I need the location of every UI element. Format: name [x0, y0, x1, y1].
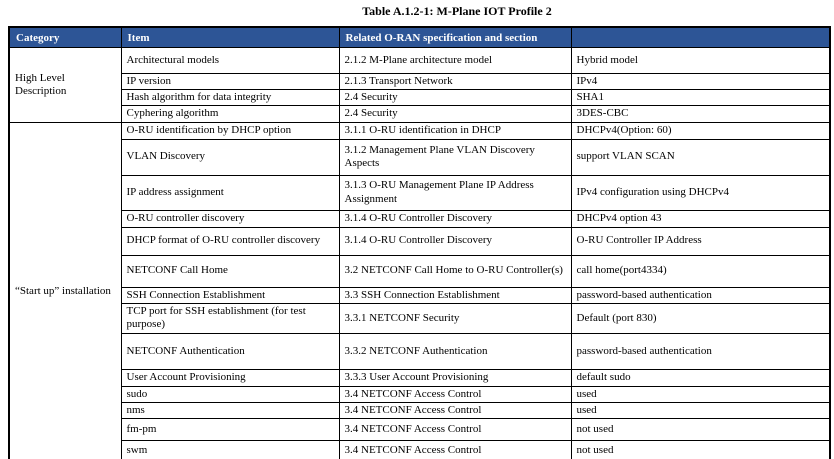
col-header-value	[570, 26, 831, 48]
value-cell: support VLAN SCAN	[570, 138, 831, 176]
spec-cell: 3.4 NETCONF Access Control	[338, 418, 572, 442]
table-row: User Account Provisioning 3.3.3 User Acco…	[9, 368, 831, 387]
spec-cell: 3.4 NETCONF Access Control	[338, 440, 572, 459]
table-body: High Level Description Architectural mode…	[8, 47, 831, 459]
spec-cell: 3.1.4 O-RU Controller Discovery	[338, 226, 572, 256]
table-row: IP version 2.1.3 Transport Network IPv4	[9, 72, 831, 91]
item-cell: VLAN Discovery	[120, 138, 340, 176]
item-cell: NETCONF Authentication	[120, 332, 340, 370]
value-cell: Hybrid model	[570, 47, 831, 74]
category-cell: High Level Description	[8, 47, 122, 123]
table-row: High Level Description Architectural mode…	[8, 47, 831, 123]
item-cell: IP version	[120, 72, 340, 91]
item-cell: O-RU identification by DHCP option	[120, 121, 340, 140]
spec-cell: 3.4 NETCONF Access Control	[338, 401, 572, 420]
value-cell: DHCPv4(Option: 60)	[570, 121, 831, 140]
item-cell: NETCONF Call Home	[120, 254, 340, 288]
item-cell: fm-pm	[120, 418, 340, 442]
spec-cell: 2.1.3 Transport Network	[338, 72, 572, 91]
table-row: fm-pm 3.4 NETCONF Access Control not used	[9, 418, 831, 442]
value-cell: IPv4	[570, 72, 831, 91]
item-cell: Hash algorithm for data integrity	[120, 89, 340, 107]
value-cell: DHCPv4 option 43	[570, 209, 831, 228]
item-cell: Cyphering algorithm	[120, 105, 340, 123]
spec-cell: 3.1.3 O-RU Management Plane IP Address A…	[338, 174, 572, 211]
value-cell: 3DES-CBC	[570, 105, 831, 123]
table-row: IP address assignment 3.1.3 O-RU Manageme…	[9, 174, 831, 211]
table-row: TCP port for SSH establishment (for test…	[9, 302, 831, 334]
table-row: swm 3.4 NETCONF Access Control not used	[9, 440, 831, 459]
table-row: NETCONF Call Home 3.2 NETCONF Call Home t…	[9, 254, 831, 288]
value-cell: password-based authentication	[570, 286, 831, 304]
table-row: VLAN Discovery 3.1.2 Management Plane VLA…	[9, 138, 831, 176]
value-cell: IPv4 configuration using DHCPv4	[570, 174, 831, 211]
value-cell: default sudo	[570, 368, 831, 387]
item-cell: O-RU controller discovery	[120, 209, 340, 228]
value-cell: Default (port 830)	[570, 302, 831, 334]
spec-cell: 3.3 SSH Connection Establishment	[338, 286, 572, 304]
item-cell: IP address assignment	[120, 174, 340, 211]
spec-cell: 2.4 Security	[338, 105, 572, 123]
table-row: sudo 3.4 NETCONF Access Control used	[9, 385, 831, 403]
table-row: DHCP format of O-RU controller discovery…	[9, 226, 831, 256]
spec-cell: 3.1.4 O-RU Controller Discovery	[338, 209, 572, 228]
item-cell: sudo	[120, 385, 340, 403]
table-row: Cyphering algorithm 2.4 Security 3DES-CBC	[9, 105, 831, 123]
value-cell: used	[570, 401, 831, 420]
item-cell: swm	[120, 440, 340, 459]
table-row: nms 3.4 NETCONF Access Control used	[9, 401, 831, 420]
spec-cell: 3.1.2 Management Plane VLAN Discovery As…	[338, 138, 572, 176]
spec-cell: 3.3.1 NETCONF Security	[338, 302, 572, 334]
value-cell: O-RU Controller IP Address	[570, 226, 831, 256]
value-cell: password-based authentication	[570, 332, 831, 370]
value-cell: not used	[570, 418, 831, 442]
value-cell: used	[570, 385, 831, 403]
col-header-category: Category	[8, 26, 122, 48]
spec-cell: 3.3.2 NETCONF Authentication	[338, 332, 572, 370]
value-cell: not used	[570, 440, 831, 459]
table-row: O-RU controller discovery 3.1.4 O-RU Cont…	[9, 209, 831, 228]
item-cell: User Account Provisioning	[120, 368, 340, 387]
iot-profile-table: Category Item Related O-RAN specificatio…	[8, 26, 831, 459]
spec-cell: 3.1.1 O-RU identification in DHCP	[338, 121, 572, 140]
table-row: SSH Connection Establishment 3.3 SSH Conn…	[9, 286, 831, 304]
col-header-item: Item	[120, 26, 340, 48]
spec-cell: 3.3.3 User Account Provisioning	[338, 368, 572, 387]
header-row: Category Item Related O-RAN specificatio…	[8, 26, 831, 48]
table-title: Table A.1.2-1: M-Plane IOT Profile 2	[362, 4, 552, 18]
value-cell: SHA1	[570, 89, 831, 107]
col-header-spec: Related O-RAN specification and section	[338, 26, 572, 48]
spec-cell: 2.1.2 M-Plane architecture model	[338, 47, 572, 74]
table-row: Hash algorithm for data integrity 2.4 Sec…	[9, 89, 831, 107]
table-row: “Start up” installation O-RU identificati…	[8, 121, 831, 459]
spec-cell: 3.2 NETCONF Call Home to O-RU Controller…	[338, 254, 572, 288]
item-cell: Architectural models	[120, 47, 340, 74]
item-cell: DHCP format of O-RU controller discovery	[120, 226, 340, 256]
spec-cell: 3.4 NETCONF Access Control	[338, 385, 572, 403]
item-cell: SSH Connection Establishment	[120, 286, 340, 304]
spec-cell: 2.4 Security	[338, 89, 572, 107]
item-cell: TCP port for SSH establishment (for test…	[120, 302, 340, 334]
item-cell: nms	[120, 401, 340, 420]
table-row: NETCONF Authentication 3.3.2 NETCONF Auth…	[9, 332, 831, 370]
category-cell: “Start up” installation	[8, 121, 122, 459]
value-cell: call home(port4334)	[570, 254, 831, 288]
